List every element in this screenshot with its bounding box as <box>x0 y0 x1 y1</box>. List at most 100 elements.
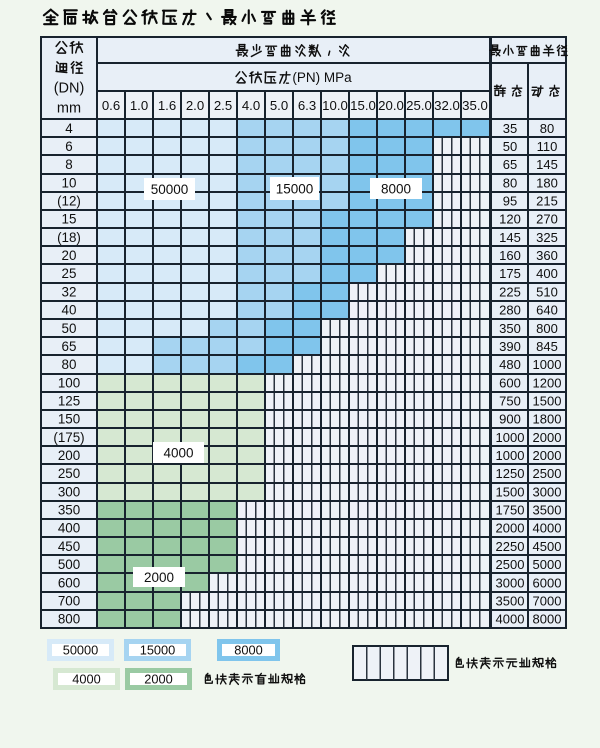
svg-text:20: 20 <box>62 248 77 263</box>
svg-text:500: 500 <box>58 557 80 572</box>
svg-text:175: 175 <box>499 266 521 281</box>
svg-text:600: 600 <box>58 575 80 590</box>
svg-text:450: 450 <box>58 539 80 554</box>
svg-text:50000: 50000 <box>63 643 99 658</box>
svg-text:15000: 15000 <box>140 643 176 658</box>
svg-text:1250: 1250 <box>496 466 525 481</box>
svg-text:35.0: 35.0 <box>462 98 488 113</box>
svg-text:80: 80 <box>503 175 517 190</box>
svg-text:2500: 2500 <box>496 557 525 572</box>
svg-text:(PN) MPa: (PN) MPa <box>292 70 352 85</box>
svg-text:600: 600 <box>499 375 521 390</box>
svg-text:4.0: 4.0 <box>242 98 260 113</box>
svg-text:360: 360 <box>536 248 558 263</box>
svg-text:1200: 1200 <box>533 375 562 390</box>
svg-text:mm: mm <box>57 100 81 116</box>
svg-text:1.0: 1.0 <box>130 98 148 113</box>
svg-text:(175): (175) <box>53 430 84 445</box>
svg-text:2000: 2000 <box>144 672 172 687</box>
svg-text:2000: 2000 <box>144 570 174 585</box>
svg-text:7000: 7000 <box>533 593 562 608</box>
svg-text:6: 6 <box>65 139 72 154</box>
svg-text:65: 65 <box>62 339 77 354</box>
svg-text:50: 50 <box>503 139 517 154</box>
svg-text:1750: 1750 <box>496 503 525 518</box>
svg-text:700: 700 <box>58 593 80 608</box>
svg-text:110: 110 <box>537 139 558 154</box>
svg-text:1500: 1500 <box>496 484 525 499</box>
svg-text:2.0: 2.0 <box>186 98 204 113</box>
svg-text:200: 200 <box>58 448 80 463</box>
svg-text:145: 145 <box>499 230 521 245</box>
svg-text:800: 800 <box>58 612 80 627</box>
svg-text:10.0: 10.0 <box>322 98 348 113</box>
svg-text:350: 350 <box>499 321 521 336</box>
svg-text:(12): (12) <box>57 194 81 209</box>
svg-text:4500: 4500 <box>533 539 562 554</box>
svg-text:5.0: 5.0 <box>270 98 288 113</box>
svg-text:225: 225 <box>499 284 521 299</box>
svg-text:2500: 2500 <box>533 466 562 481</box>
svg-text:8000: 8000 <box>533 612 562 627</box>
svg-text:280: 280 <box>499 303 521 318</box>
svg-text:480: 480 <box>499 357 521 372</box>
svg-text:5000: 5000 <box>533 557 562 572</box>
svg-text:(18): (18) <box>57 230 81 245</box>
svg-text:10: 10 <box>62 175 77 190</box>
svg-text:250: 250 <box>58 466 80 481</box>
svg-text:3500: 3500 <box>496 593 525 608</box>
svg-text:50000: 50000 <box>151 182 189 197</box>
svg-text:900: 900 <box>499 412 521 427</box>
svg-text:800: 800 <box>536 321 558 336</box>
svg-text:15000: 15000 <box>276 181 314 196</box>
svg-text:160: 160 <box>499 248 521 263</box>
svg-text:400: 400 <box>536 266 558 281</box>
svg-text:120: 120 <box>499 212 521 227</box>
svg-text:95: 95 <box>503 194 517 209</box>
svg-text:2000: 2000 <box>533 448 562 463</box>
svg-text:390: 390 <box>499 339 521 354</box>
svg-text:1000: 1000 <box>496 448 525 463</box>
svg-text:125: 125 <box>58 394 80 409</box>
svg-text:3500: 3500 <box>533 503 562 518</box>
svg-text:6.3: 6.3 <box>298 98 316 113</box>
svg-text:845: 845 <box>536 339 558 354</box>
svg-text:3000: 3000 <box>496 575 525 590</box>
svg-text:3000: 3000 <box>533 484 562 499</box>
svg-text:8000: 8000 <box>234 643 262 658</box>
svg-text:80: 80 <box>62 357 77 372</box>
svg-text:32: 32 <box>62 284 77 299</box>
svg-text:25.0: 25.0 <box>406 98 432 113</box>
svg-text:4000: 4000 <box>496 612 525 627</box>
svg-text:0.6: 0.6 <box>102 98 120 113</box>
svg-text:1500: 1500 <box>533 394 562 409</box>
svg-text:32.0: 32.0 <box>434 98 460 113</box>
svg-text:20.0: 20.0 <box>378 98 404 113</box>
svg-text:215: 215 <box>536 194 558 209</box>
svg-text:4000: 4000 <box>72 672 100 687</box>
svg-text:400: 400 <box>58 521 80 536</box>
svg-text:25: 25 <box>62 266 77 281</box>
svg-text:15.0: 15.0 <box>350 98 376 113</box>
svg-text:8000: 8000 <box>381 181 411 196</box>
svg-text:2000: 2000 <box>496 521 525 536</box>
svg-text:1000: 1000 <box>496 430 525 445</box>
svg-text:640: 640 <box>536 303 558 318</box>
svg-text:50: 50 <box>62 321 77 336</box>
svg-text:180: 180 <box>536 175 558 190</box>
svg-text:300: 300 <box>58 484 80 499</box>
svg-text:15: 15 <box>62 212 77 227</box>
svg-text:4000: 4000 <box>533 521 562 536</box>
svg-text:2250: 2250 <box>496 539 525 554</box>
svg-text:6000: 6000 <box>533 575 562 590</box>
svg-text:80: 80 <box>540 121 554 136</box>
svg-text:145: 145 <box>536 157 558 172</box>
svg-text:270: 270 <box>536 212 558 227</box>
svg-text:8: 8 <box>65 157 72 172</box>
svg-text:4000: 4000 <box>163 445 193 460</box>
svg-text:40: 40 <box>62 303 77 318</box>
svg-text:65: 65 <box>503 157 517 172</box>
svg-text:2000: 2000 <box>533 430 562 445</box>
svg-text:35: 35 <box>503 121 517 136</box>
svg-text:750: 750 <box>499 394 521 409</box>
